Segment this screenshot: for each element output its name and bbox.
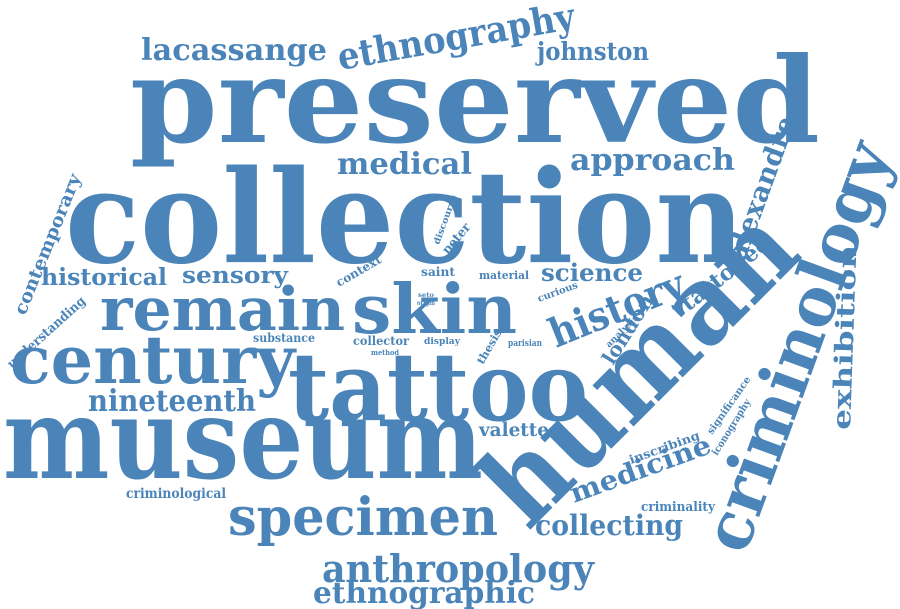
word-criminological: criminological bbox=[126, 486, 226, 502]
word-tattoo: tattoo bbox=[288, 332, 588, 443]
word-sensory: sensory bbox=[182, 262, 289, 289]
word-century: century bbox=[10, 321, 297, 399]
word-method: method bbox=[371, 348, 399, 357]
word-collector: collector bbox=[353, 334, 410, 348]
word-criminality: criminality bbox=[641, 500, 715, 515]
word-material: material bbox=[479, 269, 529, 282]
word-seto: seto bbox=[418, 292, 434, 299]
word-collection: collection bbox=[65, 143, 745, 293]
word-remain: remain bbox=[100, 275, 345, 345]
word-medical: medical bbox=[337, 147, 472, 182]
word-exhibition: exhibition bbox=[827, 244, 862, 430]
word-saint: saint bbox=[421, 265, 455, 279]
word-historical: historical bbox=[41, 264, 167, 291]
word-substance: substance bbox=[253, 331, 315, 345]
word-museum: museum bbox=[3, 374, 483, 505]
word-lacassange: lacassange bbox=[141, 33, 327, 68]
word-approach: approach bbox=[570, 143, 735, 178]
word-origin: origin bbox=[417, 300, 436, 307]
word-nineteenth: nineteenth bbox=[88, 384, 256, 419]
word-preserved: preserved bbox=[130, 31, 820, 170]
word-skin: skin bbox=[352, 270, 517, 350]
word-ethnographic: ethnographic bbox=[313, 576, 535, 609]
word-collecting: collecting bbox=[535, 509, 683, 542]
word-science: science bbox=[541, 258, 643, 287]
word-specimen: specimen bbox=[228, 487, 498, 548]
word-johnston: johnston bbox=[535, 37, 649, 66]
word-parisian: parisian bbox=[508, 339, 542, 349]
word-valette: valette bbox=[478, 419, 549, 441]
word-display: display bbox=[424, 337, 461, 347]
word-anthropology: anthropology bbox=[322, 546, 595, 591]
